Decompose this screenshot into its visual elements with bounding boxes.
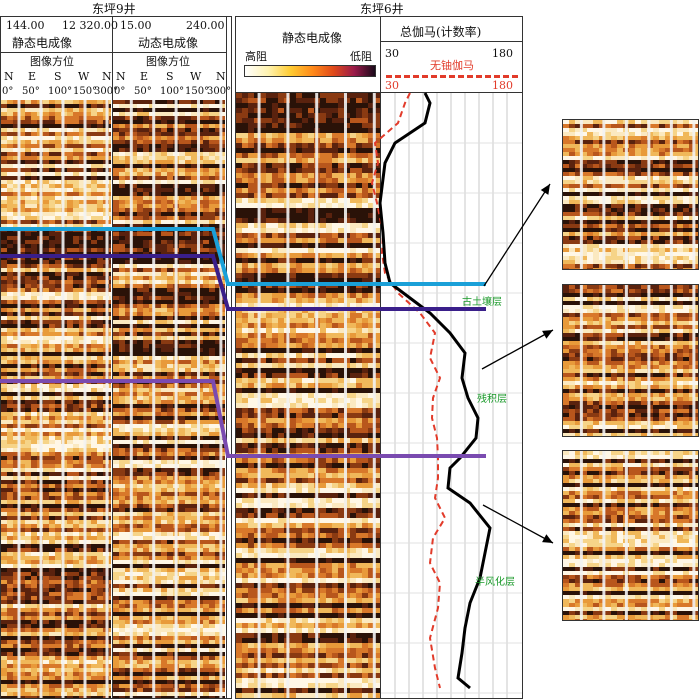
left-track-divider bbox=[112, 16, 113, 699]
image-texture bbox=[563, 120, 698, 269]
dynamic-degree-300: 300° bbox=[207, 86, 232, 97]
gamma-max: 180 bbox=[492, 47, 513, 60]
resistivity-colorbar bbox=[244, 65, 376, 77]
static-borehole-image bbox=[1, 100, 111, 698]
uranium-free-legend-line bbox=[386, 75, 518, 78]
dynamic-degree-50: 50° bbox=[134, 86, 152, 97]
image-texture bbox=[113, 100, 225, 698]
arrow-paleosol-head bbox=[540, 184, 550, 195]
gamma-header-divider bbox=[380, 41, 523, 42]
static-track-name: 静态电成像 bbox=[12, 36, 73, 50]
gamma-track-name: 总伽马(计数率) bbox=[400, 25, 482, 39]
dynamic-direction-row: N E S W N bbox=[112, 71, 226, 83]
static-range-left: 144.00 bbox=[6, 19, 45, 32]
static-direction-w: W bbox=[78, 70, 90, 83]
image-texture bbox=[1, 100, 111, 698]
zone-label-paleosol: 古土壤层 bbox=[462, 297, 502, 308]
arrow-residual-head bbox=[542, 330, 553, 339]
dynamic-degree-0: 0° bbox=[114, 86, 126, 97]
dynamic-direction-w: W bbox=[190, 70, 202, 83]
inset-paleosol-image bbox=[562, 119, 699, 270]
static-direction-s: S bbox=[54, 70, 62, 83]
static-direction-n2: N bbox=[102, 70, 112, 83]
right-panel-title: 东坪6井 bbox=[360, 2, 404, 16]
dynamic-borehole-image bbox=[113, 100, 225, 698]
dynamic-direction-e: E bbox=[140, 70, 149, 83]
dynamic-direction-n1: N bbox=[116, 70, 126, 83]
static-direction-e: E bbox=[28, 70, 37, 83]
image-texture bbox=[236, 93, 380, 698]
static-degree-300: 300° bbox=[94, 86, 119, 97]
dynamic-degree-100: 100° bbox=[160, 86, 185, 97]
inset-residual-image bbox=[562, 284, 699, 437]
scale-high-label: 高阻 bbox=[245, 50, 267, 63]
left-panel-separator bbox=[226, 16, 227, 699]
static-degree-0: 0° bbox=[2, 86, 14, 97]
gamma-min: 30 bbox=[385, 47, 399, 60]
zone-label-residual: 残积层 bbox=[477, 394, 507, 405]
static-direction-n1: N bbox=[4, 70, 14, 83]
uranium-free-min: 30 bbox=[385, 79, 399, 92]
dynamic-direction-n2: N bbox=[216, 70, 226, 83]
dynamic-track-name: 动态电成像 bbox=[138, 36, 199, 50]
uranium-free-max: 180 bbox=[492, 79, 513, 92]
static-direction-row: N E S W N bbox=[0, 71, 112, 83]
left-panel-title: 东坪9井 bbox=[92, 2, 136, 16]
static-degree-row: 0° 50° 100° 150° 300° bbox=[0, 86, 118, 98]
inset-weathered-image bbox=[562, 450, 699, 621]
dynamic-direction-s: S bbox=[166, 70, 174, 83]
zone-label-weathered: 半风化层 bbox=[475, 577, 515, 588]
image-texture bbox=[563, 451, 698, 620]
static-orientation-label: 图像方位 bbox=[30, 55, 74, 68]
image-track-name: 静态电成像 bbox=[282, 31, 343, 45]
static-degree-150: 150° bbox=[73, 86, 98, 97]
dynamic-orientation-label: 图像方位 bbox=[146, 55, 190, 68]
static-degree-100: 100° bbox=[48, 86, 73, 97]
scale-low-label: 低阻 bbox=[350, 50, 372, 63]
dynamic-degree-150: 150° bbox=[185, 86, 210, 97]
dynamic-range-right: 240.00 bbox=[186, 19, 225, 32]
arrow-weathered-head bbox=[542, 534, 553, 543]
uranium-free-label: 无铀伽马 bbox=[430, 59, 474, 72]
static-image-track bbox=[236, 93, 380, 698]
dynamic-degree-row: 0° 50° 100° 150° 300° bbox=[112, 86, 231, 98]
dynamic-header-divider bbox=[112, 52, 226, 53]
image-texture bbox=[563, 285, 698, 436]
static-range-right: 12 320.00 bbox=[62, 19, 118, 32]
dynamic-range-left: 15.00 bbox=[120, 19, 152, 32]
static-header-divider bbox=[0, 52, 112, 53]
static-degree-50: 50° bbox=[22, 86, 40, 97]
